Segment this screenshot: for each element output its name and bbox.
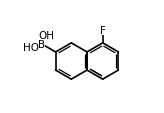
Text: F: F [100, 26, 106, 36]
Text: OH: OH [38, 31, 54, 41]
Text: HO: HO [23, 43, 39, 53]
Text: B: B [38, 39, 45, 49]
